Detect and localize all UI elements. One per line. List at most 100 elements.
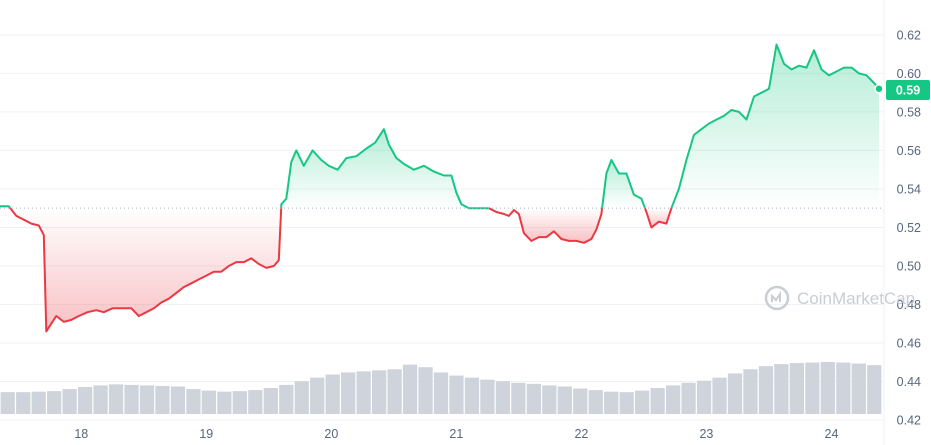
volume-bar [77, 386, 93, 414]
x-tick-label: 19 [199, 427, 213, 441]
volume-bar [449, 375, 464, 414]
volume-bar [217, 391, 232, 414]
volume-bar [433, 372, 449, 414]
volume-bar [124, 384, 139, 414]
price-line-up [670, 43, 880, 209]
volume-bar [867, 365, 882, 414]
volume-bar [820, 362, 835, 414]
y-tick-label: 0.54 [897, 182, 921, 196]
volume-bar [743, 369, 758, 414]
volume-bar [665, 385, 681, 414]
volume-bar [635, 390, 650, 414]
volume-bar [851, 363, 866, 414]
volume-bar [789, 363, 805, 414]
volume-bar [495, 381, 511, 414]
volume-bar [232, 391, 247, 414]
volume-bar [573, 388, 588, 414]
y-tick-label: 0.60 [897, 67, 921, 81]
volume-bar [16, 392, 31, 414]
price-line-up [280, 128, 489, 210]
price-line-down [644, 207, 673, 229]
x-tick-label: 23 [699, 427, 713, 441]
x-tick-label: 18 [74, 427, 88, 441]
volume-bar [712, 377, 727, 414]
volume-bar [356, 371, 371, 414]
volume-bar [139, 385, 155, 414]
volume-bar [263, 388, 278, 414]
volume-bar [341, 372, 356, 414]
volume-bar [201, 390, 217, 414]
volume-bar [418, 367, 433, 414]
x-tick-label: 21 [449, 427, 463, 441]
x-tick-label: 22 [574, 427, 588, 441]
price-area-up [602, 160, 645, 209]
current-price-badge [886, 80, 930, 100]
volume-bar [294, 381, 309, 414]
current-price-label: 0.59 [896, 84, 920, 98]
price-area-up [671, 44, 879, 209]
volume-bar [696, 380, 712, 414]
volume-bar [619, 392, 634, 414]
volume-bar [248, 390, 263, 414]
price-area-down [10, 208, 282, 332]
price-line-up [0, 205, 12, 209]
y-tick-label: 0.48 [897, 298, 921, 312]
volume-bar [93, 385, 108, 414]
volume-bar [727, 373, 743, 414]
y-tick-label: 0.44 [897, 375, 921, 389]
volume-bar [774, 364, 789, 414]
y-tick-label: 0.46 [897, 336, 921, 350]
volume-bar [108, 384, 124, 414]
price-line-up [601, 159, 646, 209]
volume-bar [758, 366, 774, 414]
current-price-tag: 0.59 [874, 80, 930, 100]
y-tick-label: 0.62 [897, 28, 921, 42]
volume-bar [526, 383, 541, 414]
price-line-down [488, 207, 604, 244]
volume-bar [557, 386, 572, 414]
area-layer [0, 44, 879, 332]
volume-bar [836, 362, 851, 414]
volume-bar [681, 382, 696, 414]
price-line-down [9, 207, 283, 333]
volume-bar [279, 384, 294, 414]
volume-bar [0, 392, 15, 414]
watermark: CoinMarketCap [764, 285, 915, 311]
y-tick-label: 0.52 [897, 221, 921, 235]
volume-bar [480, 379, 495, 414]
current-price-dot [874, 84, 884, 94]
x-tick-label: 20 [324, 427, 338, 441]
volume-bar [604, 391, 619, 414]
volume-bar [47, 391, 62, 414]
y-tick-label: 0.50 [897, 259, 921, 273]
coinmarketcap-logo-icon [764, 285, 790, 311]
x-tick-label: 24 [825, 427, 839, 441]
volume-bar [371, 370, 387, 414]
line-layer [0, 43, 884, 333]
volume-bar [542, 385, 557, 414]
price-area-up [281, 129, 489, 209]
coinmarketcap-logo-mark [771, 290, 781, 302]
volume-bar [588, 390, 603, 414]
volume-bar [402, 364, 418, 414]
volume-bar [464, 377, 480, 414]
volume-bar [62, 389, 77, 414]
volume-bar [805, 362, 820, 414]
y-tick-label: 0.42 [897, 414, 921, 428]
volume-bar [310, 377, 325, 414]
watermark-text: CoinMarketCap [797, 289, 915, 308]
price-area-down [488, 208, 603, 243]
volume-bar [31, 391, 46, 414]
volume-bar [155, 385, 170, 414]
y-tick-label: 0.58 [897, 105, 921, 119]
volume-bar [387, 369, 402, 414]
volume-bar [650, 388, 665, 414]
volume-bar [325, 374, 340, 414]
volume-bar [170, 386, 186, 414]
volume-layer [0, 362, 882, 414]
volume-bar [511, 382, 526, 414]
y-tick-label: 0.56 [897, 144, 921, 158]
axis-layer: 0.42 0.44 0.46 0.48 0.50 0.52 0.54 0.56 0.58 0.60… [74, 28, 921, 441]
